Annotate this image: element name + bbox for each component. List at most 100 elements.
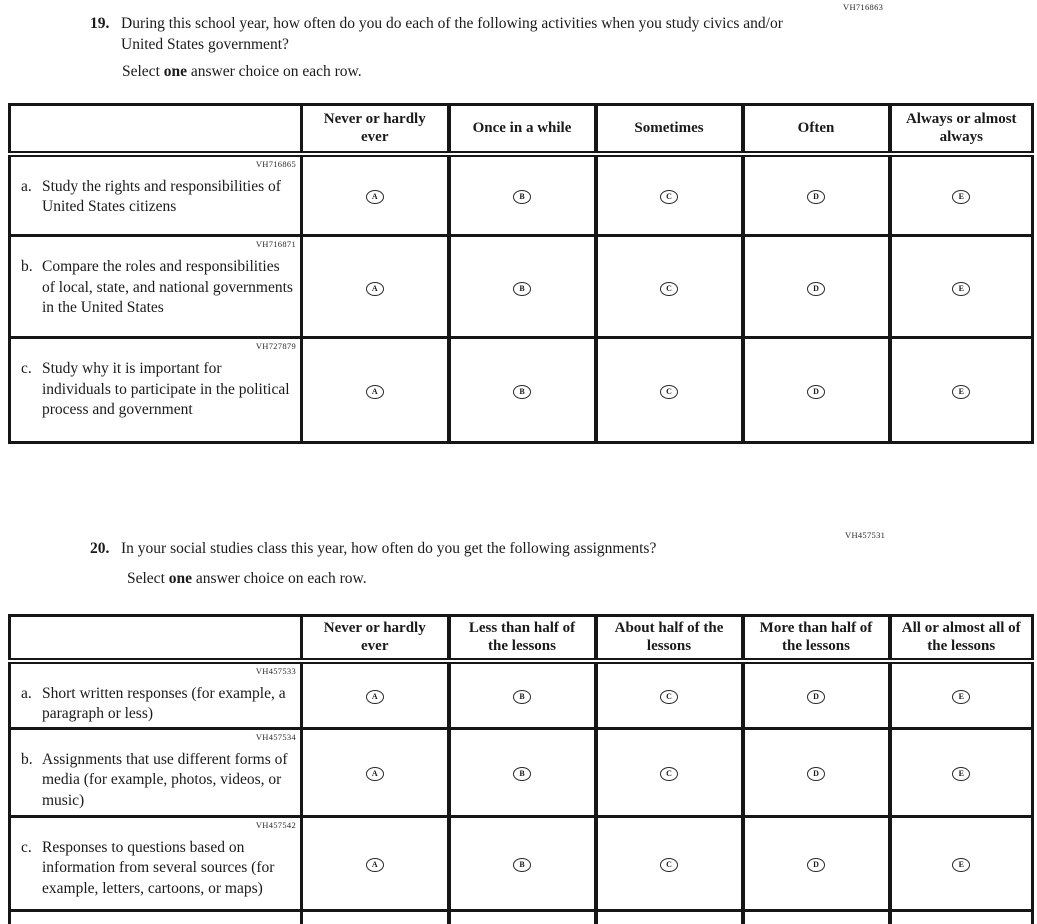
question-19-instruction: Select one answer choice on each row. xyxy=(122,62,362,82)
table-row-c: VH457542 c. Responses to questions based… xyxy=(8,814,1034,912)
row-label: Short written responses (for example, a … xyxy=(42,684,286,723)
column-header-always: Always or almost always xyxy=(887,103,1034,157)
column-header-less-than-half: Less than half of the lessons xyxy=(446,614,597,664)
row-letter: b. xyxy=(21,258,33,275)
row-label-wrap: c. Study why it is important for individ… xyxy=(21,359,296,421)
instruction-suffix: answer choice on each row. xyxy=(187,63,362,80)
answer-bubble-d[interactable]: D xyxy=(807,190,825,205)
empty-header-cell xyxy=(8,614,303,664)
variable-code: VH716865 xyxy=(255,158,296,169)
answer-bubble-d[interactable]: D xyxy=(807,690,825,704)
answer-bubble-a[interactable]: A xyxy=(365,767,384,781)
answer-bubble-c[interactable]: C xyxy=(660,190,678,205)
variable-code-q19: VH716863 xyxy=(843,2,884,12)
row-header-cell: VH716865 a. Study the rights and respons… xyxy=(8,152,303,237)
row-label-wrap: a. Study the rights and responsibilities… xyxy=(21,177,296,218)
table-header-row: Never or hardly ever Less than half of t… xyxy=(8,614,1034,664)
answer-bubble-e[interactable]: E xyxy=(952,767,971,781)
answer-cell: E xyxy=(887,152,1034,237)
answer-cell: C xyxy=(593,726,744,818)
answer-bubble-d[interactable]: D xyxy=(807,858,825,872)
question-19-answer-grid: Never or hardly ever Once in a while Som… xyxy=(8,103,1034,444)
answer-bubble-a[interactable]: A xyxy=(365,858,384,872)
question-19-number: 19. xyxy=(90,15,110,32)
row-label: Responses to questions based on informat… xyxy=(42,838,275,897)
answer-bubble-d[interactable]: D xyxy=(807,385,825,399)
row-label: Compare the roles and responsibilities o… xyxy=(42,258,293,316)
column-header-about-half: About half of the lessons xyxy=(593,614,744,664)
answer-bubble-b[interactable]: B xyxy=(513,690,531,704)
row-letter: a. xyxy=(21,684,32,702)
column-header-sometimes: Sometimes xyxy=(593,103,744,157)
answer-cell xyxy=(300,908,450,924)
question-20-answer-grid: Never or hardly ever Less than half of t… xyxy=(8,614,1034,924)
answer-bubble-c[interactable]: C xyxy=(660,690,678,704)
question-20-instruction: Select one answer choice on each row. xyxy=(127,569,367,589)
answer-bubble-b[interactable]: B xyxy=(513,767,531,781)
answer-bubble-a[interactable]: A xyxy=(365,690,384,704)
instruction-prefix: Select xyxy=(122,63,164,80)
answer-cell: E xyxy=(887,234,1034,339)
row-header-cell: VH727879 c. Study why it is important fo… xyxy=(8,336,303,444)
instruction-prefix: Select xyxy=(127,570,169,587)
answer-bubble-c[interactable]: C xyxy=(660,281,678,296)
row-letter: a. xyxy=(21,177,32,195)
answer-bubble-e[interactable]: E xyxy=(952,385,971,399)
row-header-cell: VH457542 c. Responses to questions based… xyxy=(8,814,303,912)
answer-cell: A xyxy=(300,336,450,444)
table-row-cutoff xyxy=(8,908,1034,924)
answer-cell: C xyxy=(593,814,744,912)
answer-bubble-a[interactable]: A xyxy=(365,385,384,399)
answer-cell: C xyxy=(593,234,744,339)
answer-cell: E xyxy=(887,814,1034,912)
row-label-wrap: c. Responses to questions based on infor… xyxy=(21,838,296,900)
variable-code: VH716871 xyxy=(255,239,296,249)
variable-code: VH457533 xyxy=(255,665,296,676)
answer-cell: D xyxy=(740,726,891,818)
answer-cell: A xyxy=(300,659,450,730)
answer-bubble-c[interactable]: C xyxy=(660,767,678,781)
table-row-a: VH457533 a. Short written responses (for… xyxy=(8,659,1034,730)
answer-bubble-b[interactable]: B xyxy=(513,281,531,296)
answer-cell: B xyxy=(446,152,597,237)
variable-code: VH457534 xyxy=(255,731,296,742)
answer-bubble-e[interactable]: E xyxy=(952,281,971,296)
row-label-wrap: a. Short written responses (for example,… xyxy=(21,684,296,725)
answer-cell: B xyxy=(446,659,597,730)
answer-cell: B xyxy=(446,234,597,339)
question-20: 20. In your social studies class this ye… xyxy=(90,538,656,559)
table-header-row: Never or hardly ever Once in a while Som… xyxy=(8,103,1034,157)
row-header-cell: VH457534 b. Assignments that use differe… xyxy=(8,726,303,818)
answer-bubble-b[interactable]: B xyxy=(513,858,531,872)
instruction-bold-word: one xyxy=(168,570,192,587)
empty-header-cell xyxy=(8,103,303,157)
row-header-cell: VH716871 b. Compare the roles and respon… xyxy=(8,234,303,339)
answer-cell: D xyxy=(740,152,891,237)
answer-bubble-b[interactable]: B xyxy=(513,385,531,399)
answer-cell: A xyxy=(300,726,450,818)
answer-bubble-a[interactable]: A xyxy=(365,281,384,296)
answer-bubble-a[interactable]: A xyxy=(365,190,384,205)
answer-bubble-e[interactable]: E xyxy=(952,690,971,704)
answer-bubble-e[interactable]: E xyxy=(952,858,971,872)
question-19: 19. During this school year, how often d… xyxy=(90,13,809,55)
answer-bubble-b[interactable]: B xyxy=(513,190,531,205)
answer-cell xyxy=(887,908,1034,924)
variable-code: VH457542 xyxy=(255,819,296,830)
answer-bubble-c[interactable]: C xyxy=(660,858,678,872)
answer-cell xyxy=(446,908,597,924)
answer-bubble-d[interactable]: D xyxy=(807,767,825,781)
answer-cell: D xyxy=(740,814,891,912)
answer-cell: A xyxy=(300,152,450,237)
answer-cell: A xyxy=(300,234,450,339)
question-19-text: During this school year, how often do yo… xyxy=(121,15,783,53)
answer-cell: B xyxy=(446,726,597,818)
answer-bubble-e[interactable]: E xyxy=(952,190,971,205)
answer-cell: C xyxy=(593,336,744,444)
answer-bubble-c[interactable]: C xyxy=(660,385,678,399)
instruction-bold-word: one xyxy=(163,63,187,80)
answer-cell: E xyxy=(887,336,1034,444)
answer-bubble-d[interactable]: D xyxy=(807,281,825,296)
answer-cell: E xyxy=(887,659,1034,730)
